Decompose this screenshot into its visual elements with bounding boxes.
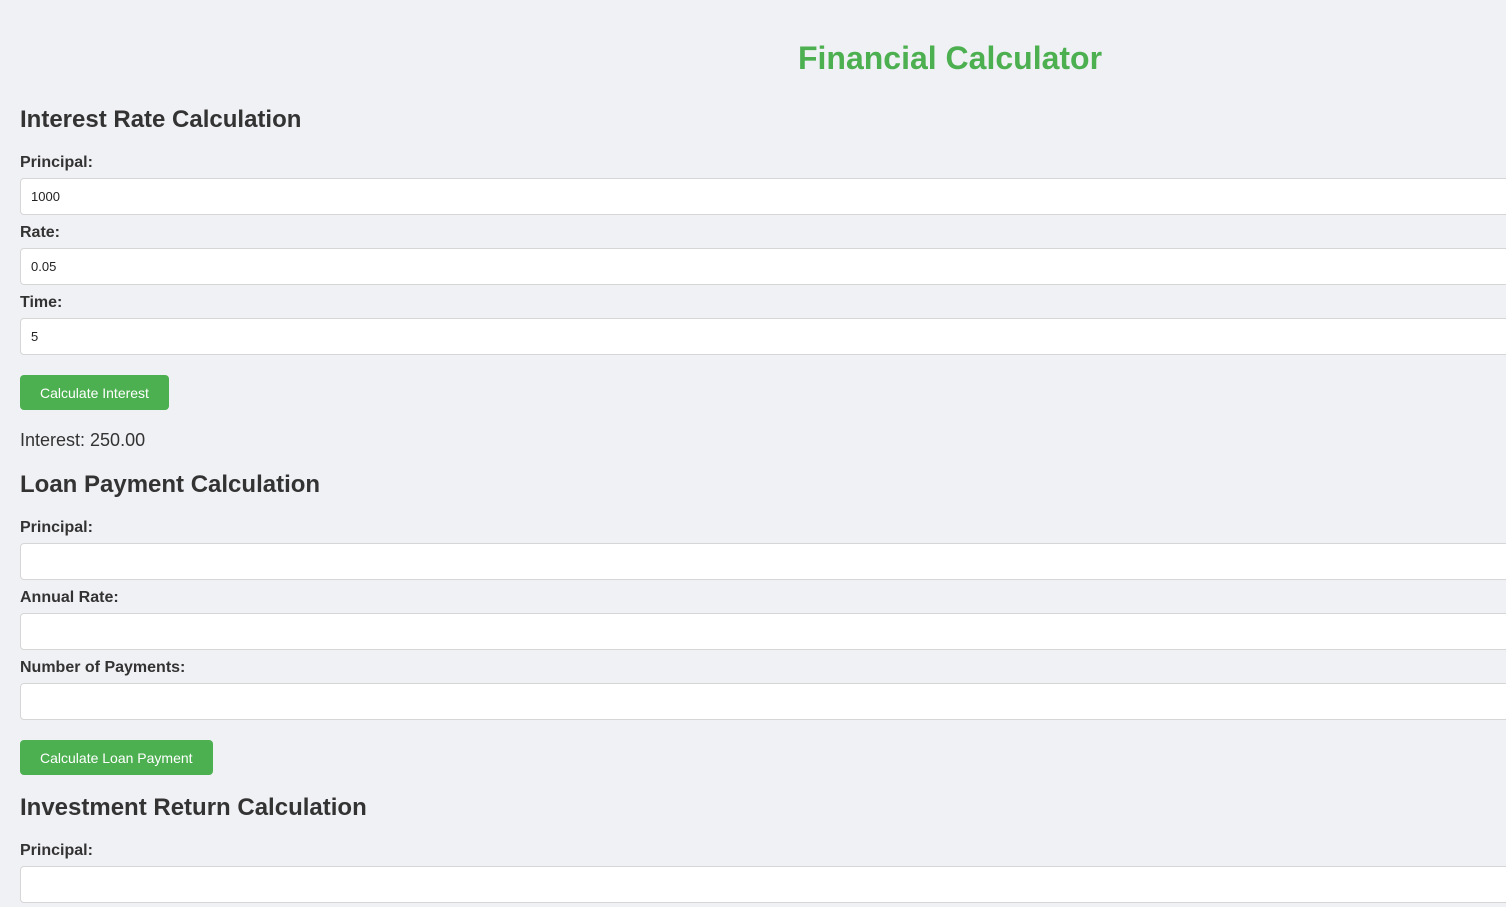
page-title: Financial Calculator xyxy=(797,40,1103,76)
interest-result: Interest: 250.00 xyxy=(20,430,146,450)
calculate-interest-button[interactable]: Calculate Interest xyxy=(20,375,169,410)
interest-time-label: Time: xyxy=(20,294,63,311)
interest-principal-label: Principal: xyxy=(20,154,93,171)
interest-section-heading: Interest Rate Calculation xyxy=(20,106,302,133)
investment-principal-label: Principal: xyxy=(20,842,93,859)
loan-annual-rate-label: Annual Rate: xyxy=(20,589,119,606)
loan-payments-input[interactable] xyxy=(20,683,1506,720)
interest-rate-label: Rate: xyxy=(20,224,61,241)
loan-section-heading: Loan Payment Calculation xyxy=(20,471,321,498)
loan-annual-rate-input[interactable] xyxy=(20,613,1506,650)
investment-principal-input[interactable] xyxy=(20,866,1506,903)
interest-rate-input[interactable] xyxy=(20,248,1506,285)
loan-payments-label: Number of Payments: xyxy=(20,659,186,676)
calculate-loan-payment-button[interactable]: Calculate Loan Payment xyxy=(20,740,213,775)
loan-principal-label: Principal: xyxy=(20,519,93,536)
investment-section-heading: Investment Return Calculation xyxy=(20,794,367,821)
interest-time-input[interactable] xyxy=(20,318,1506,355)
loan-principal-input[interactable] xyxy=(20,543,1506,580)
interest-principal-input[interactable] xyxy=(20,178,1506,215)
